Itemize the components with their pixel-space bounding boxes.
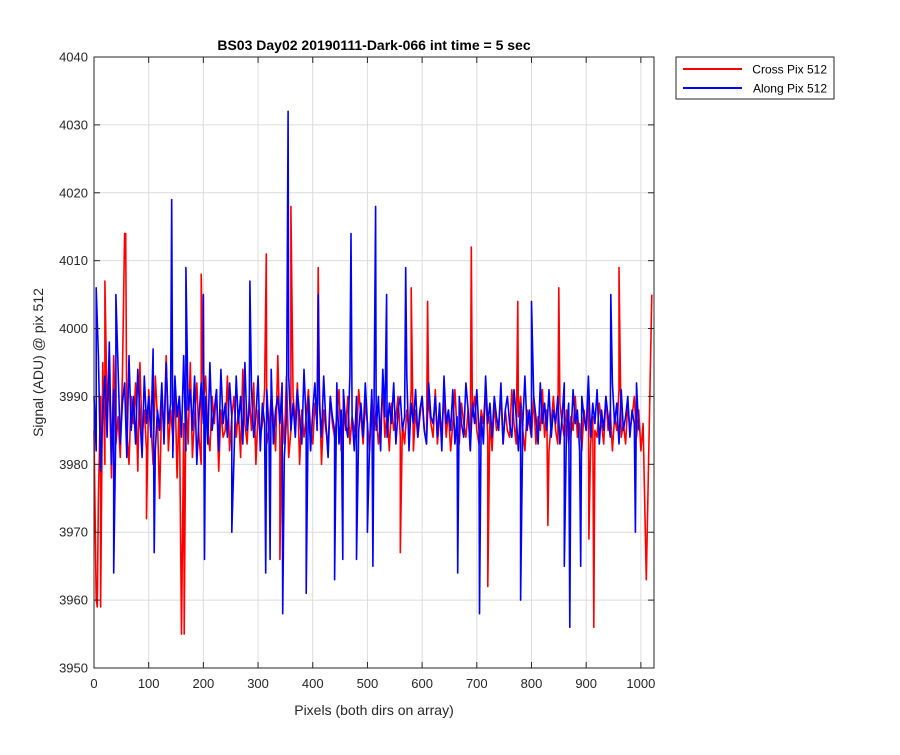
- y-axis-label: Signal (ADU) @ pix 512: [30, 288, 46, 437]
- y-tick-label: 4000: [59, 321, 88, 336]
- plot-frame: [93, 56, 655, 669]
- x-tick-label: 300: [247, 676, 269, 691]
- y-tick-label: 4030: [59, 117, 88, 132]
- x-tick-label: 200: [193, 676, 215, 691]
- y-tick-label: 4020: [59, 185, 88, 200]
- legend-label-cross: Cross Pix 512: [752, 63, 827, 77]
- axis-ticks: 0 100 200 300 400 500 600 700 800 900 1000 3950 3960…: [59, 50, 655, 692]
- x-tick-label: 100: [138, 676, 160, 691]
- chart-title: BS03 Day02 20190111-Dark-066 int time = …: [217, 37, 530, 53]
- y-tick-label: 4010: [59, 253, 88, 268]
- series-line-along-pix-512: [93, 110, 640, 629]
- x-tick-label: 400: [302, 676, 324, 691]
- x-axis-label: Pixels (both dirs on array): [294, 702, 454, 718]
- x-tick-label: 0: [90, 676, 97, 691]
- y-tick-label: 4040: [59, 50, 88, 65]
- x-tick-label: 700: [466, 676, 488, 691]
- y-tick-label: 3990: [59, 389, 88, 404]
- series-layer: [93, 110, 653, 635]
- x-tick-label: 900: [575, 676, 597, 691]
- y-tick-label: 3950: [59, 661, 88, 676]
- y-tick-label: 3970: [59, 525, 88, 540]
- y-tick-label: 3960: [59, 593, 88, 608]
- x-tick-label: 800: [521, 676, 543, 691]
- x-tick-label: 600: [411, 676, 433, 691]
- legend-box: [675, 56, 835, 100]
- legend: Cross Pix 512 Along Pix 512: [675, 56, 835, 100]
- x-tick-label: 1000: [626, 676, 655, 691]
- y-tick-label: 3980: [59, 457, 88, 472]
- x-tick-label: 500: [357, 676, 379, 691]
- legend-label-along: Along Pix 512: [753, 82, 827, 96]
